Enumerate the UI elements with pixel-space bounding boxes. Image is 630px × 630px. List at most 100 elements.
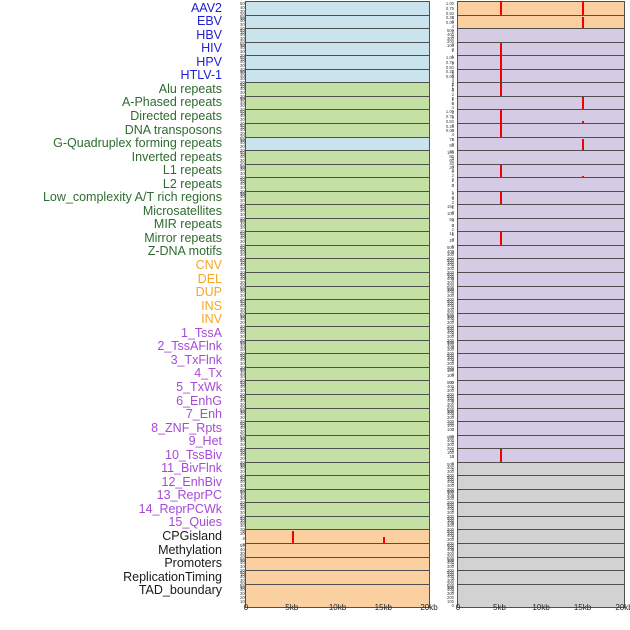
track-row-aav2: AAV250040030020010001.000.750.500.250.00 [0,1,630,25]
right-bar-dna-transposons-0 [499,123,502,146]
track-row-8-znf-rpts: 8_ZNF_Rpts5004003002001000150100500 [0,421,630,446]
right-y-axis-15-quies: 500 400 300 200 100 0 [447,515,454,540]
track-label-7-enh: 7_Enh [185,407,222,422]
right-y-axis-14-reprpcwk: 500 400 300 200 100 0 [447,502,454,527]
track-row-11-bivflnk: 11_BivFlnk500400300200100050040030020010… [0,461,630,486]
right-y-axis-8-znf-rpts: 150 100 50 0 [447,421,454,446]
track-label-replicationtiming: ReplicationTiming [123,569,222,584]
track-row-replicationtiming: ReplicationTiming50040030020010005004003… [0,569,630,595]
right-bar-htlv-1-0 [499,69,502,92]
right-y-axis-hpv: 1.00 0.75 0.50 0.25 0.00 [445,55,454,80]
track-row-3-txflnk: 3_TxFlnk50040030020010005004003002001000 [0,352,630,378]
track-row-1-tssa: 1_TssA50040030020010005004003002001000 [0,325,630,351]
track-label-mirror-repeats: Mirror repeats [144,230,222,245]
right-y-axis-dup: 500 400 300 200 100 0 [447,285,454,310]
track-row-ins: INS50040030020010005004003002001000 [0,298,630,324]
track-label-3-txflnk: 3_TxFlnk [170,352,222,367]
track-label-15-quies: 15_Quies [168,515,222,530]
right-y-axis-4-tx: 150 100 50 0 [447,366,454,391]
track-row-low-complexity-a-t-rich-regions: Low_complexity A/T rich regions 500 400 300… [0,190,630,215]
track-row-tad-boundary: TAD_boundary5004003002001000500400300200… [0,583,630,608]
track-label-inverted-repeats: Inverted repeats [131,149,222,164]
track-label-methylation: Methylation [158,542,222,557]
right-y-axis-6-enhg: 500 400 300 200 100 0 [447,393,454,418]
track-label-cpgisland: CPGisland [162,529,222,543]
track-row-10-tssbiv: 10_TssBiv5004003002001000151050 [0,447,630,473]
right-y-axis-mirror-repeats: 15 10 5 0 [449,231,454,256]
right-y-axis-cnv: 500 400 300 200 100 0 [447,258,454,283]
right-x-tick-1: 5kb [493,603,506,613]
track-row-cnv: CNV50040030020010005004003002001000 [0,258,630,283]
track-row-cpgisland: CPGisland60402005004003002001000 [0,529,630,554]
track-label-13-reprpc: 13_ReprPC [156,488,222,503]
track-label-4-tx: 4_Tx [194,366,222,381]
track-row-promoters: Promoters5004003002001000500400300200100… [0,556,630,581]
right-bar-low-complexity-a-t-rich-regions-0 [499,191,502,214]
right-y-axis-replicationtiming: 500 400 300 200 100 0 [447,570,454,595]
track-row-inv: INV50040030020010005004003002001000 [0,312,630,337]
track-label-l1-repeats: L1 repeats [162,163,222,178]
track-label-alu-repeats: Alu repeats [158,81,222,96]
track-label-10-tssbiv: 10_TssBiv [165,447,222,462]
right-y-axis-2-tssaflnk: 500 400 300 200 100 0 [447,339,454,364]
track-label-ins: INS [201,298,222,313]
right-panel-tad-boundary[interactable] [457,583,625,608]
right-y-axis-methylation: 500 400 300 200 100 0 [447,543,454,567]
right-y-axis-13-reprpc: 500 400 300 200 100 0 [447,488,454,513]
track-label-ebv: EBV [196,14,222,29]
right-bar-aav2-0 [500,2,503,24]
right-y-axis-z-dna-motifs: 500 400 300 200 100 0 [447,244,454,269]
track-label-1-tssa: 1_TssA [181,325,222,340]
right-y-axis-1-tssa: 500 400 300 200 100 0 [447,326,454,351]
left-x-tick-0: 0 [243,603,249,613]
track-row-7-enh: 7_Enh50040030020010005004003002001000 [0,407,630,432]
track-label-mir-repeats: MIR repeats [153,217,222,232]
left-panel-tad-boundary[interactable] [245,583,430,608]
right-bar-aav2-1 [582,2,585,24]
track-label-hbv: HBV [196,27,222,42]
track-label-l2-repeats: L2 repeats [162,176,222,191]
right-y-axis-hbv: 500 400 300 200 100 0 [447,28,454,53]
right-bar-10-tssbiv-0 [499,449,502,472]
track-label-hiv: HIV [201,41,222,56]
right-y-axis-10-tssbiv: 15 10 5 0 [449,448,454,473]
right-bar-ebv-1 [582,16,585,38]
track-label-14-reprpcwk: 14_ReprPCWk [138,501,222,516]
right-x-tick-0: 0 [455,603,461,613]
track-row-13-reprpc: 13_ReprPC5004003002001000500400300200100… [0,488,630,513]
track-row-dna-transposons: DNA transposons500400300200100086420 [0,122,630,147]
right-bar-directed-repeats-0 [499,110,502,133]
track-row-hbv: HBV50040030020010005004003002001000 [0,27,630,53]
right-y-axis-11-bivflnk: 500 400 300 200 100 0 [447,461,454,486]
track-label-dna-transposons: DNA transposons [124,122,222,137]
track-label-dup: DUP [195,285,222,300]
track-label-htlv-1: HTLV-1 [180,68,222,83]
right-y-axis-del: 500 400 300 200 100 0 [447,272,454,296]
right-y-axis-inv: 500 400 300 200 100 0 [447,312,454,337]
track-row-a-phased-repeats: A-Phased repeats500400300200100086420 [0,95,630,120]
track-label-tad-boundary: TAD_boundary [138,583,222,598]
track-label-12-enhbiv: 12_EnhBiv [161,474,222,489]
track-row-mirror-repeats: Mirror repeats5004003002001000151050 [0,230,630,256]
right-y-axis-5-txwk: 500 400 300 200 100 0 [447,380,454,405]
track-row-inverted-repeats: Inverted repeats500400300200100010080604… [0,149,630,175]
right-x-tick-3: 15kb [573,603,592,613]
right-y-axis-microsatellites: 150 100 50 0 [447,204,454,229]
track-row-z-dna-motifs: Z-DNA motifs5004003002001000500400300200… [0,244,630,269]
track-label-z-dna-motifs: Z-DNA motifs [147,244,222,259]
left-bar-cpgisland-0 [291,531,294,553]
track-label-11-bivflnk: 11_BivFlnk [161,461,222,476]
track-row-g-quadruplex-forming-repeats: G-Quadruplex forming repeats 500 400 300 200… [0,136,630,161]
right-y-axis-tad-boundary: 500 400 300 200 100 0 [447,583,454,608]
track-row-directed-repeats: Directed repeats50040030020010001.000.75… [0,109,630,134]
track-row-12-enhbiv: 12_EnhBiv5004003002001000500400300200100… [0,474,630,500]
track-row-htlv-1: HTLV-1500400300200100076543210 [0,68,630,93]
right-y-axis-12-enhbiv: 500 400 300 200 100 0 [447,475,454,500]
track-label-hpv: HPV [196,54,222,69]
track-row-methylation: Methylation50040030020010005004003002001… [0,542,630,567]
